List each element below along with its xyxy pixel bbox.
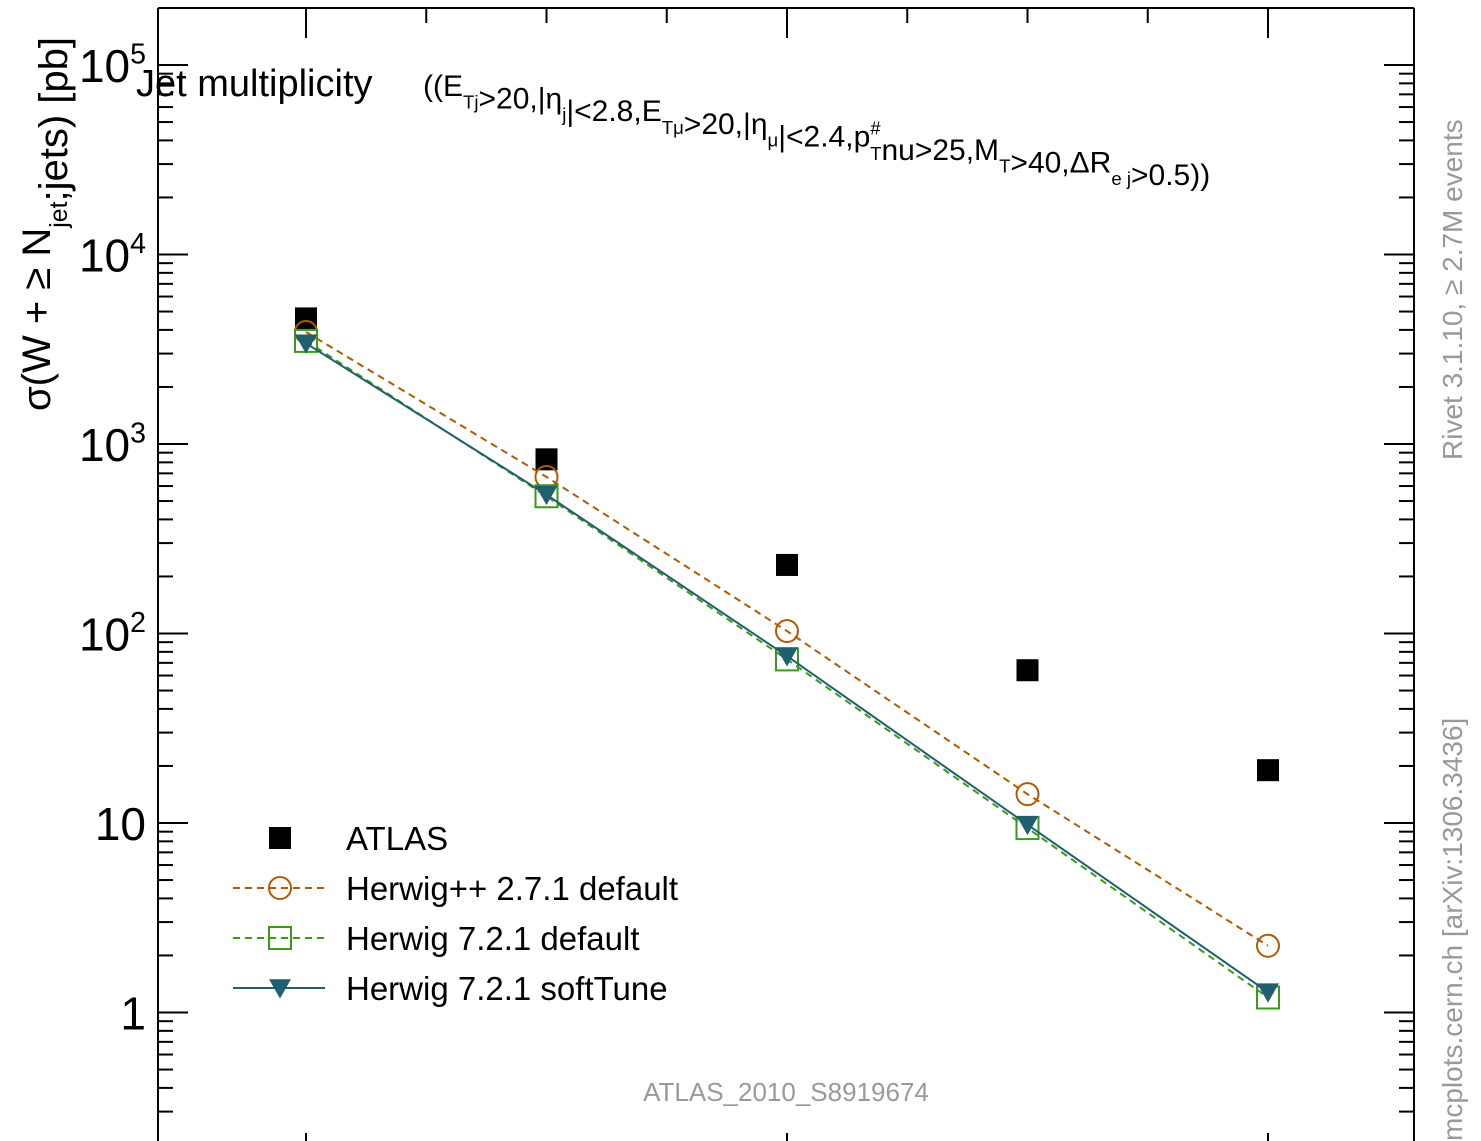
chart-title: Jet multiplicity	[136, 63, 373, 105]
chart-title-cuts-part: >0.5))	[1131, 159, 1210, 192]
chart-title-cuts-part: >20,|η	[479, 83, 563, 116]
y-tick-label: 10	[95, 798, 146, 850]
side-labels: Rivet 3.1.10, ≥ 2.7M events mcplots.cern.…	[1437, 119, 1468, 1141]
series-3	[295, 334, 1279, 1003]
chart-title-cuts-sub: μ	[768, 129, 779, 150]
y-tick-label: 104	[79, 228, 146, 281]
rivet-version-label: Rivet 3.1.10, ≥ 2.7M events	[1437, 119, 1468, 460]
legend-marker	[269, 979, 291, 999]
series-0	[295, 307, 1279, 782]
data-point	[1016, 659, 1039, 682]
legend-label: Herwig 7.2.1 softTune	[346, 970, 668, 1007]
series-1	[294, 319, 1280, 958]
mcplots-source-label: mcplots.cern.ch [arXiv:1306.3436]	[1437, 718, 1468, 1141]
chart-title-cuts-sub: Tj	[463, 92, 479, 113]
y-tick-label: 102	[79, 607, 146, 660]
data-point	[295, 334, 317, 354]
y-tick-label-sup: 3	[130, 418, 146, 450]
series-line	[305, 331, 1269, 947]
y-axis-label-group: σ(W + ≥ Njet;jets) [pb]	[15, 37, 76, 411]
data-point	[1257, 983, 1279, 1003]
chart-title-cuts-sup: #	[870, 117, 881, 138]
data-point	[535, 448, 558, 471]
data-point	[1257, 759, 1279, 782]
legend: ATLAS Herwig++ 2.7.1 default Herwig 7.2.1 …	[233, 820, 929, 1107]
x-axis-ticks	[305, 8, 1269, 1141]
analysis-label: ATLAS_2010_S8919674	[643, 1077, 929, 1107]
chart-title-cuts-part: |<2.4,p	[778, 120, 870, 153]
legend-label: Herwig 7.2.1 default	[346, 920, 640, 957]
legend-marker	[269, 827, 291, 849]
data-point	[1016, 815, 1039, 836]
y-axis-label: σ(W + ≥ Njet;jets) [pb]	[15, 37, 76, 411]
chart-title-cuts-sub: T	[870, 143, 881, 164]
chart-title-cuts-sub: e j	[1111, 168, 1131, 189]
chart-title-cuts-part: nu>25,M	[881, 134, 999, 167]
data-point	[776, 553, 798, 576]
y-tick-label-part: 10	[79, 609, 130, 661]
y-tick-label: 103	[79, 418, 146, 471]
legend-marker	[268, 926, 292, 950]
data-point	[535, 485, 558, 506]
chart-title-cuts: ((ETj>20,|ηj|<2.8,ETμ>20,|ημ|<2.4,p# Tnu>…	[423, 70, 1210, 192]
chart-title-cuts-part: |<2.8,E	[566, 95, 661, 128]
data-point	[295, 307, 317, 330]
chart-title-cuts-part: ((E	[423, 70, 463, 103]
y-tick-label: 1	[120, 988, 146, 1040]
y-axis-label-part: σ(W + ≥ N	[15, 228, 59, 411]
y-axis-label-sub: jet	[46, 201, 73, 228]
chart-title-cuts-part: >20,|η	[684, 108, 768, 141]
y-tick-label-part: 10	[79, 419, 130, 471]
y-tick-label-sup: 4	[130, 228, 146, 260]
data-point	[1256, 933, 1280, 958]
y-axis-label-part: ;jets) [pb]	[32, 37, 76, 202]
chart-title-cuts-part: >40,ΔR	[1010, 147, 1111, 180]
chart-title-cuts-sub: j	[561, 104, 566, 125]
data-series	[294, 307, 1280, 1010]
y-tick-label-part: 10	[79, 40, 130, 92]
y-tick-label-part: 1	[120, 988, 146, 1040]
y-tick-label-sup: 5	[130, 39, 146, 71]
y-tick-label-sup: 2	[130, 607, 146, 639]
chart-title-cuts-sub: T	[999, 156, 1010, 177]
data-point	[776, 647, 798, 667]
legend-label: ATLAS	[346, 820, 448, 857]
y-tick-label: 105	[79, 39, 146, 92]
data-point	[775, 619, 799, 644]
chart-title-cuts-sub: Tμ	[662, 117, 684, 138]
data-point	[534, 484, 559, 509]
plot-titles: Jet multiplicity ((ETj>20,|ηj|<2.8,ETμ>20…	[15, 37, 1210, 411]
y-tick-label-part: 10	[79, 230, 130, 282]
legend-label: Herwig++ 2.7.1 default	[346, 870, 678, 907]
data-point	[1015, 782, 1040, 807]
y-tick-label-part: 10	[95, 798, 146, 850]
legend-marker	[268, 876, 292, 900]
